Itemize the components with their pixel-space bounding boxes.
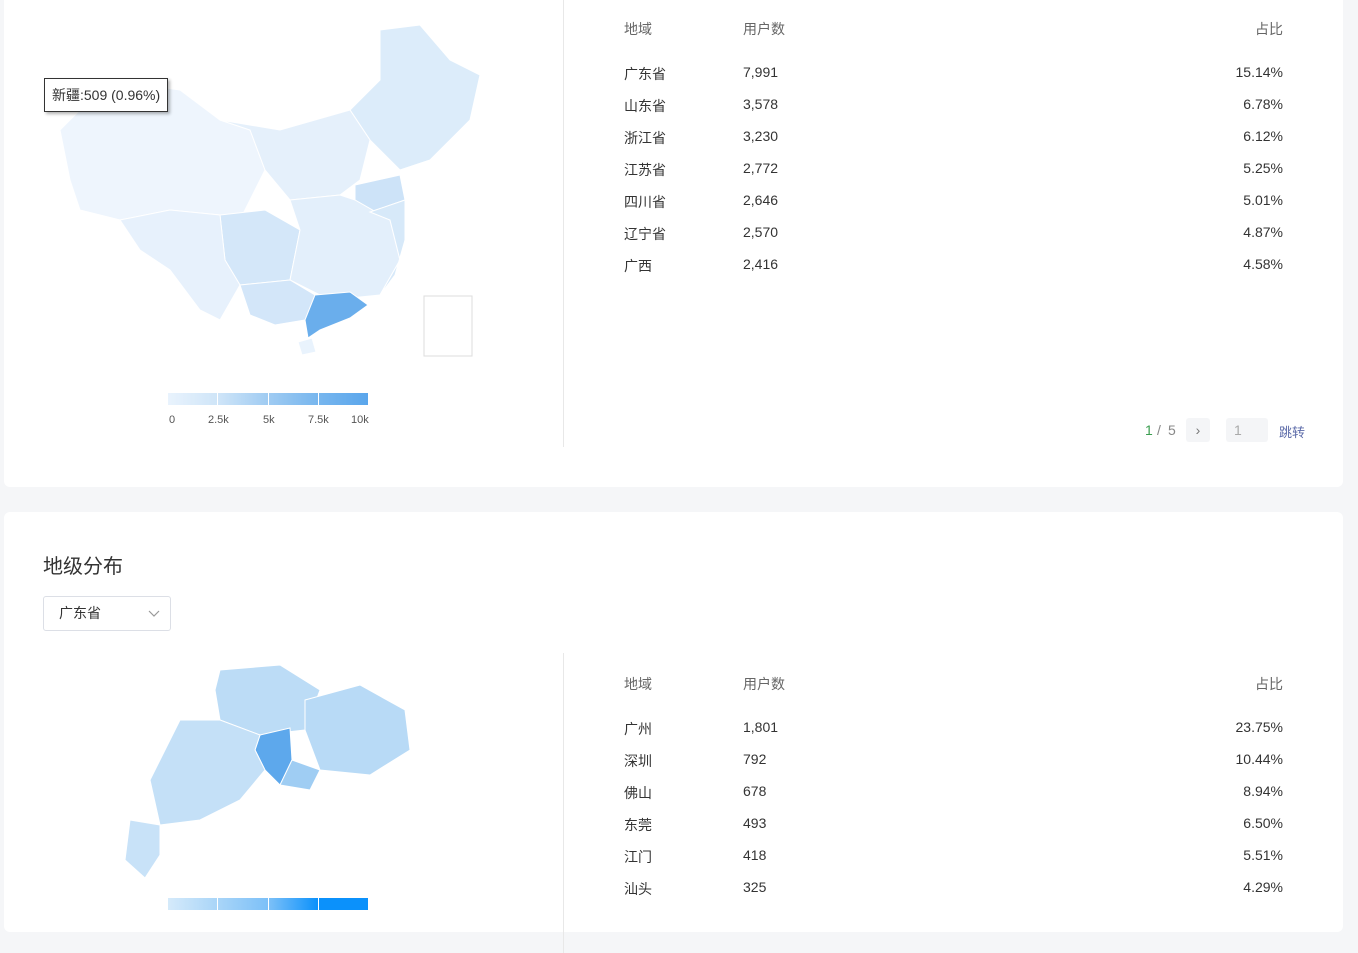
section-title: 地级分布 xyxy=(43,556,123,578)
legend-segment xyxy=(318,898,369,910)
region-pearl-delta[interactable] xyxy=(279,759,321,791)
table-cell: 3,578 xyxy=(743,96,779,112)
jump-page-input[interactable]: 1 xyxy=(1226,418,1268,442)
table-cell: 15.14% xyxy=(1235,64,1283,80)
legend-tick: 5k xyxy=(263,414,275,426)
table-cell: 4.58% xyxy=(1243,256,1283,272)
legend-tick: 0 xyxy=(169,414,176,426)
south-china-sea-inset xyxy=(423,295,473,357)
page-separator: / xyxy=(1157,422,1161,438)
region-northeast[interactable] xyxy=(349,24,481,171)
legend-segment xyxy=(268,898,319,910)
table-cell: 辽宁省 xyxy=(624,226,666,242)
region-zhanjiang[interactable] xyxy=(124,819,161,879)
table-cell: 2,646 xyxy=(743,192,779,208)
table-cell: 678 xyxy=(743,783,767,799)
china-map[interactable] xyxy=(50,20,490,365)
table-cell: 汕头 xyxy=(624,881,652,897)
region-west-gd[interactable] xyxy=(149,719,266,826)
table-cell: 东莞 xyxy=(624,817,652,833)
legend-tick: 2.5k xyxy=(208,414,229,426)
table-cell: 10.44% xyxy=(1235,751,1283,767)
table-cell: 江门 xyxy=(624,849,652,865)
visual-map-legend[interactable] xyxy=(168,393,369,405)
table-cell: 江苏省 xyxy=(624,162,666,178)
table-cell: 2,570 xyxy=(743,224,779,240)
column-header: 占比 xyxy=(1255,21,1283,37)
region-guangdong[interactable] xyxy=(304,291,369,339)
table-cell: 418 xyxy=(743,847,767,863)
table-cell: 1,801 xyxy=(743,719,779,735)
table-cell: 深圳 xyxy=(624,753,652,769)
table-cell: 792 xyxy=(743,751,767,767)
table-cell: 5.25% xyxy=(1243,160,1283,176)
table-cell: 四川省 xyxy=(624,194,666,210)
table-cell: 7,991 xyxy=(743,64,779,80)
table-cell: 325 xyxy=(743,879,767,895)
table-cell: 广州 xyxy=(624,721,652,737)
column-header: 占比 xyxy=(1255,676,1283,692)
column-header: 用户数 xyxy=(743,21,785,37)
region-southwest[interactable] xyxy=(119,209,241,321)
legend-tick: 7.5k xyxy=(308,414,329,426)
table-cell: 23.75% xyxy=(1235,719,1283,735)
table-cell: 8.94% xyxy=(1243,783,1283,799)
city-visual-map-legend[interactable] xyxy=(168,898,369,910)
table-cell: 493 xyxy=(743,815,767,831)
table-cell: 广东省 xyxy=(624,66,666,82)
page-total: 5 xyxy=(1168,422,1176,438)
province-select[interactable]: 广东省 xyxy=(43,596,171,631)
column-header: 地域 xyxy=(624,21,652,37)
table-cell: 广西 xyxy=(624,258,652,274)
select-value: 广东省 xyxy=(59,605,101,621)
jump-button[interactable]: 跳转 xyxy=(1279,425,1306,440)
legend-segment xyxy=(268,393,319,405)
region-east[interactable] xyxy=(368,199,406,296)
map-tooltip: 新疆:509 (0.96%) xyxy=(44,78,169,112)
column-header: 地域 xyxy=(624,676,652,692)
table-cell: 5.51% xyxy=(1243,847,1283,863)
table-cell: 6.50% xyxy=(1243,815,1283,831)
table-cell: 佛山 xyxy=(624,785,652,801)
legend-segment xyxy=(168,393,219,405)
table-cell: 5.01% xyxy=(1243,192,1283,208)
divider xyxy=(563,653,564,953)
legend-segment xyxy=(168,898,219,910)
region-east-gd[interactable] xyxy=(304,684,411,776)
chevron-down-icon xyxy=(148,610,160,617)
page-current: 1 xyxy=(1145,422,1153,438)
region-north[interactable] xyxy=(219,109,371,201)
legend-segment xyxy=(318,393,369,405)
table-cell: 6.78% xyxy=(1243,96,1283,112)
table-cell: 4.29% xyxy=(1243,879,1283,895)
table-cell: 浙江省 xyxy=(624,130,666,146)
column-header: 用户数 xyxy=(743,676,785,692)
table-cell: 3,230 xyxy=(743,128,779,144)
legend-segment xyxy=(218,898,269,910)
table-cell: 2,772 xyxy=(743,160,779,176)
divider xyxy=(563,0,564,447)
guangdong-map[interactable] xyxy=(120,660,420,885)
legend-segment xyxy=(218,393,269,405)
region-hainan[interactable] xyxy=(297,337,317,356)
next-page-button[interactable]: › xyxy=(1186,418,1210,442)
legend-tick: 10k xyxy=(351,414,369,426)
table-cell: 4.87% xyxy=(1243,224,1283,240)
table-cell: 6.12% xyxy=(1243,128,1283,144)
table-cell: 2,416 xyxy=(743,256,779,272)
table-cell: 山东省 xyxy=(624,98,666,114)
